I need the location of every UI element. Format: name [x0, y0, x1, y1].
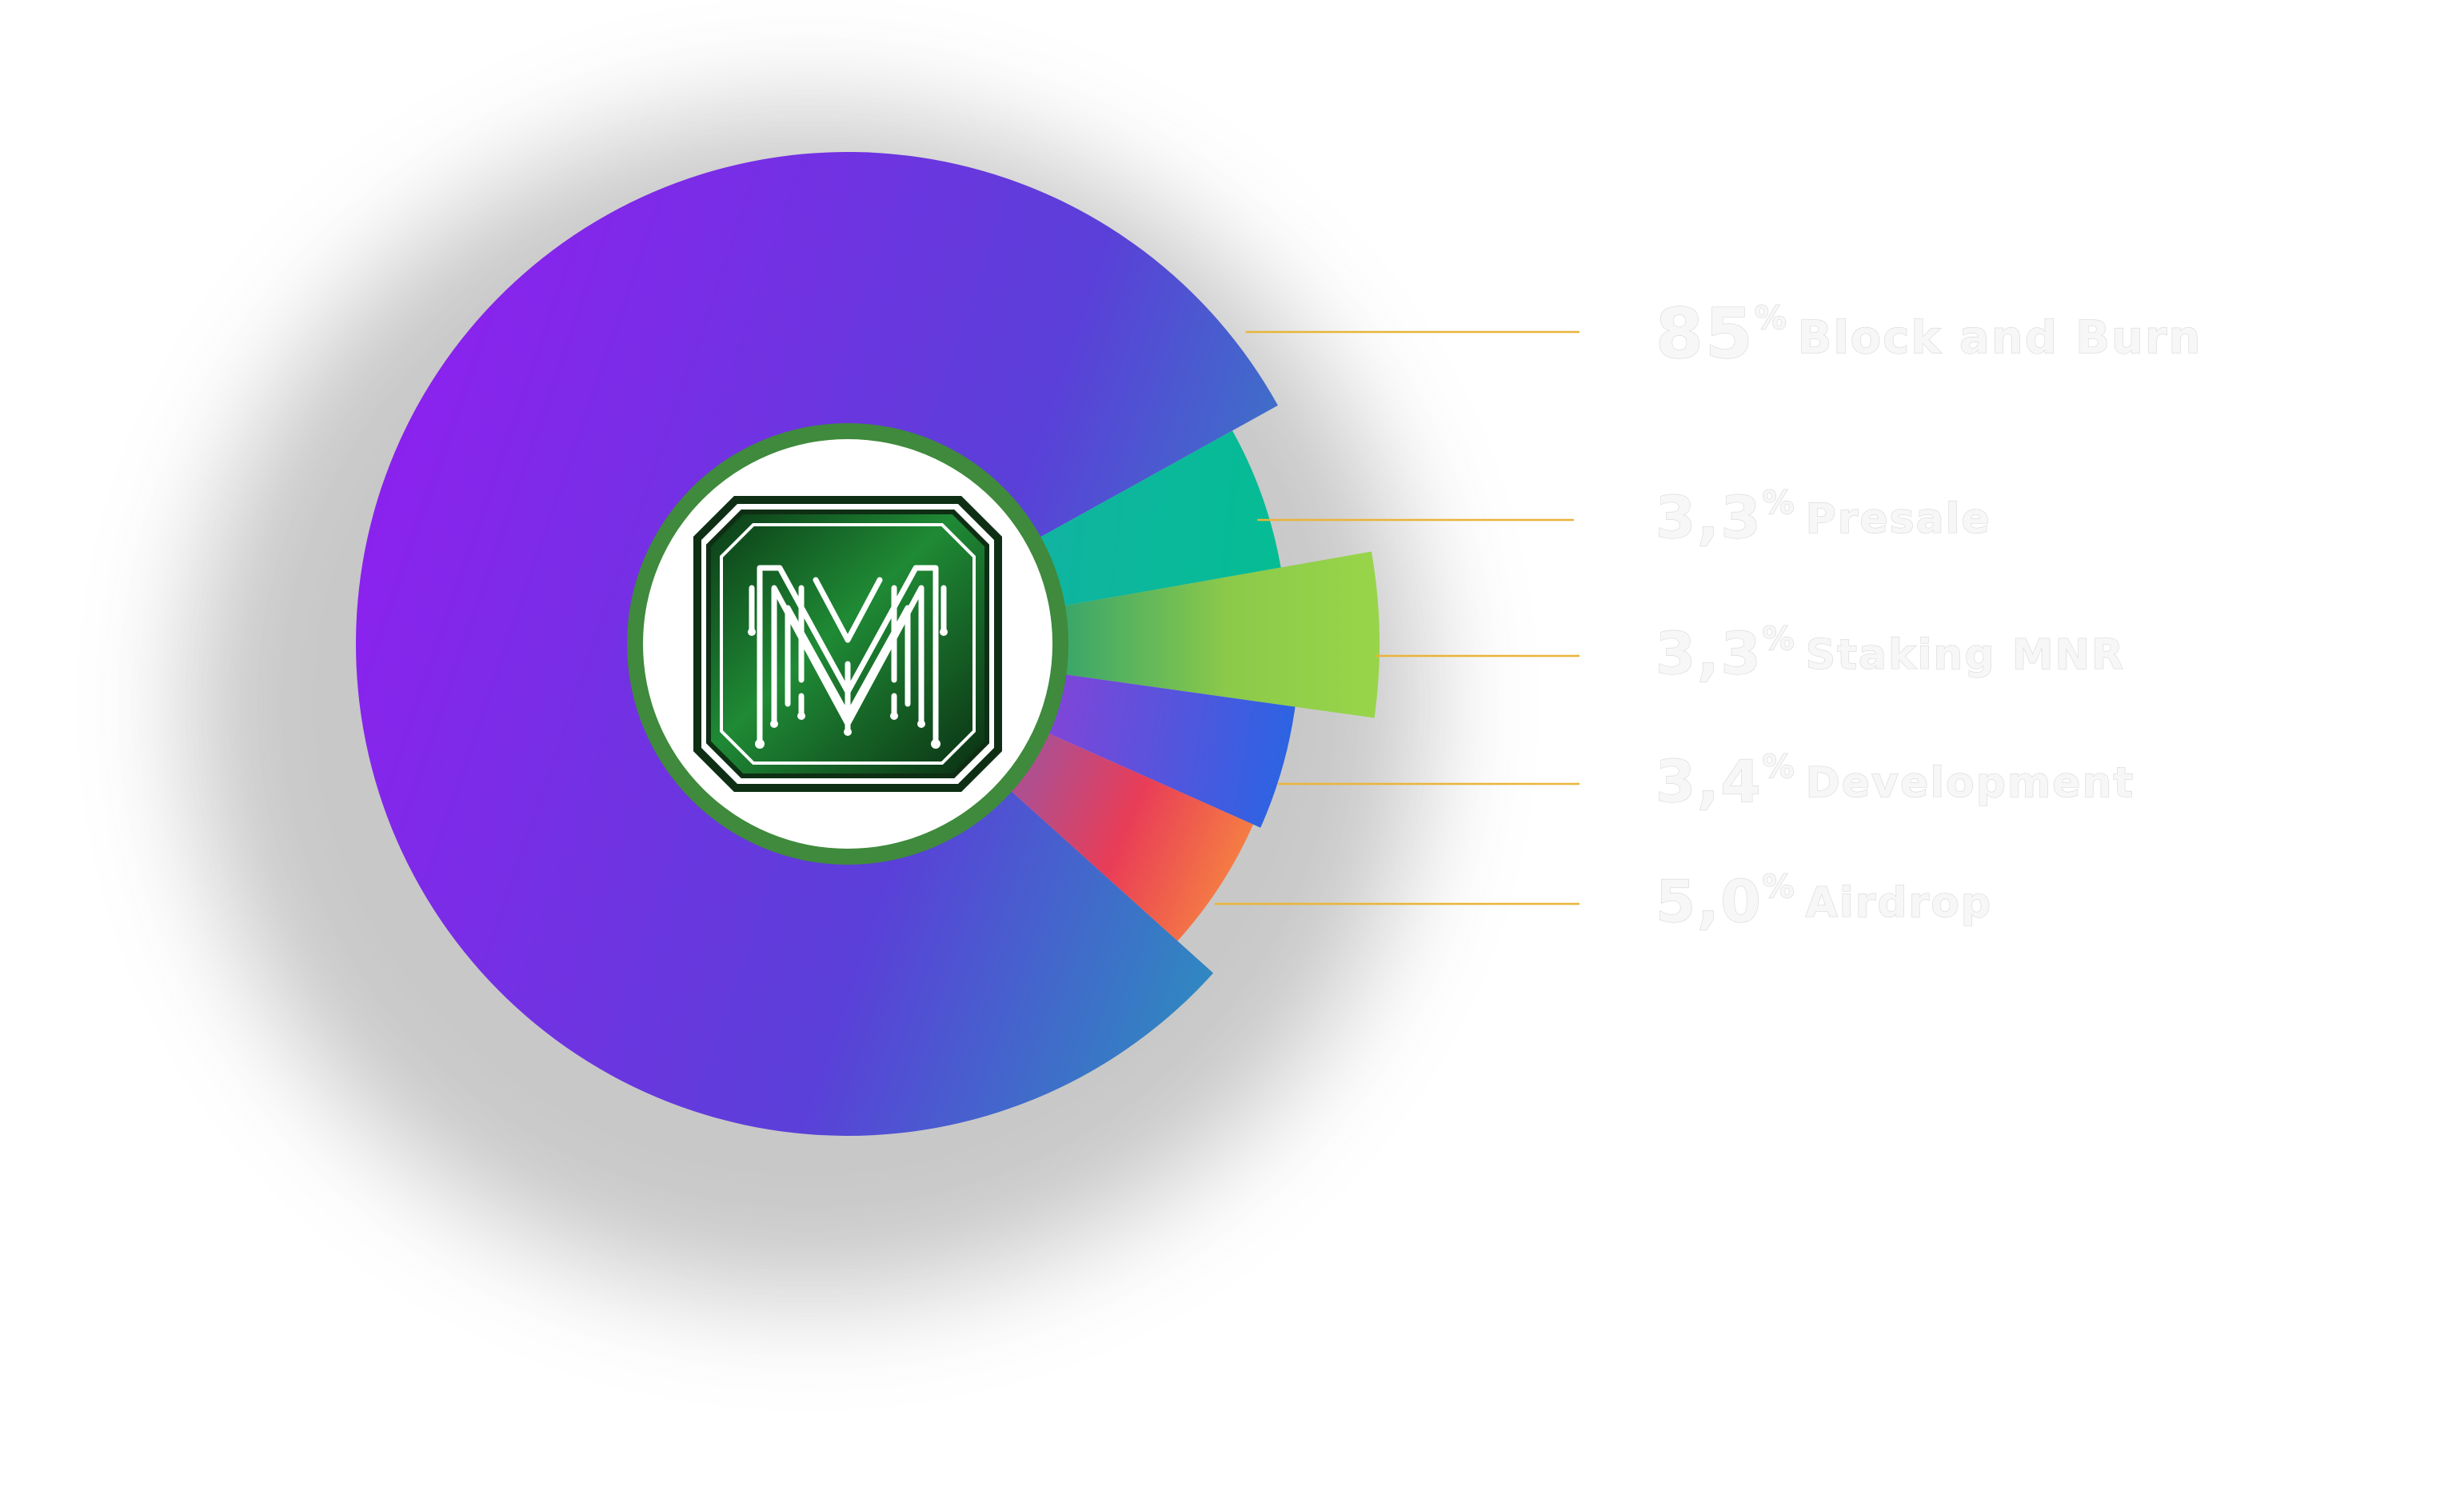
legend-entry-staking-mnr: 3,3% Staking MNR: [1655, 620, 2125, 687]
legend-entry-airdrop: 5,0% Airdrop: [1655, 868, 1992, 935]
legend-label-presale: Presale: [1806, 495, 1991, 543]
pie-slice-development: [1030, 671, 1296, 828]
legend-percent-sign: %: [1763, 485, 1795, 522]
legend-label-staking-mnr: Staking MNR: [1806, 631, 2125, 679]
m-logo-icon: [693, 496, 1002, 792]
legend-label-airdrop: Airdrop: [1806, 879, 1993, 927]
legend-value-staking-mnr: 3,3: [1655, 620, 1763, 687]
center-logo: [627, 423, 1068, 865]
pie-slice-block-and-burn: [356, 151, 1278, 1137]
pie-slice-staking-mnr: [1044, 551, 1380, 718]
legend-label-block-and-burn: Block and Burn: [1798, 312, 2202, 364]
legend-percent-sign: %: [1755, 300, 1787, 337]
legend-label-development: Development: [1806, 759, 2135, 807]
pie-slice-presale: [1022, 430, 1281, 610]
legend-percent-sign: %: [1763, 621, 1795, 658]
chart-legend: 85% Block and Burn 3,3% Presale 3,3% Staking …: [1655, 294, 2202, 935]
legend-value-presale: 3,3: [1655, 484, 1763, 551]
pie-slices: [356, 151, 1380, 1137]
legend-entry-presale: 3,3% Presale: [1655, 484, 1991, 551]
legend-percent-sign: %: [1763, 749, 1795, 785]
legend-percent-sign: %: [1763, 869, 1795, 905]
legend-value-block-and-burn: 85: [1655, 294, 1755, 374]
legend-entry-block-and-burn: 85% Block and Burn: [1655, 294, 2202, 374]
legend-entry-development: 3,4% Development: [1655, 748, 2135, 815]
legend-value-airdrop: 5,0: [1655, 868, 1763, 935]
leader-lines: [1214, 330, 1579, 905]
pie-slice-airdrop: [996, 725, 1254, 941]
legend-value-development: 3,4: [1655, 748, 1763, 815]
